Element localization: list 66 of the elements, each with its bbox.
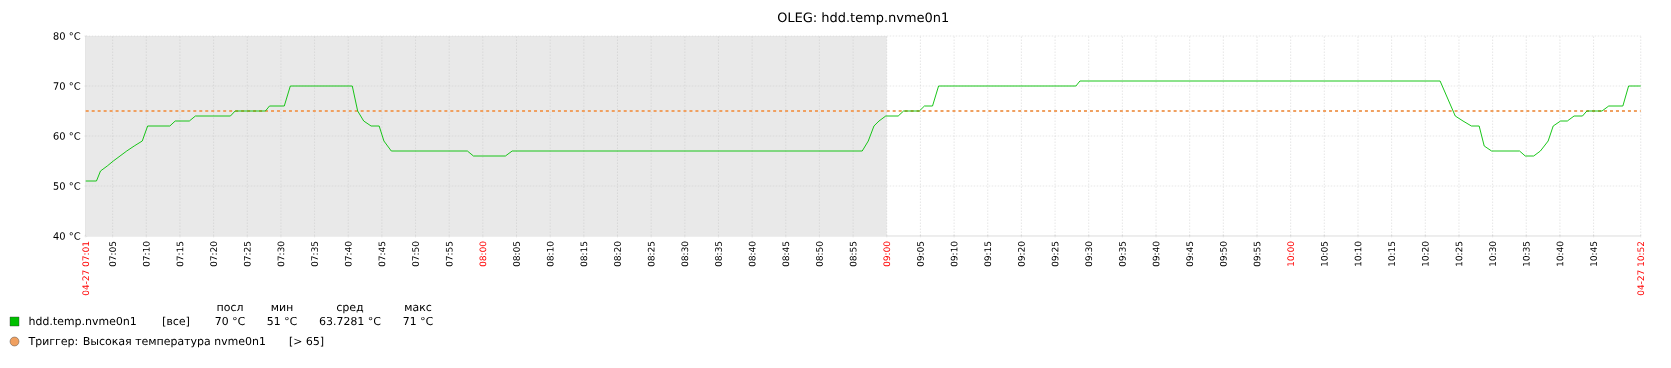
x-tick-label: 10:35 [1522, 241, 1530, 266]
text: сред [336, 304, 364, 314]
x-tick-label: 07:15 [176, 241, 184, 267]
x-tick-label: 08:30 [681, 241, 689, 267]
x-tick-label: 10:10 [1354, 241, 1362, 266]
x-tick-label: 08:00 [479, 241, 487, 267]
y-tick-label: 60 °C [53, 132, 81, 140]
x-tick-label: 07:45 [378, 241, 386, 267]
x-tick-label: 09:05 [917, 241, 924, 267]
y-tick-label: 40 °C [53, 232, 81, 240]
legend-label: Триггер: Высокая температура nvme0n1 [28, 336, 265, 348]
text: 70 °C [215, 316, 245, 326]
text: посл [217, 304, 243, 312]
x-tick-label: 07:05 [109, 241, 116, 267]
text: 71 °C [403, 316, 433, 326]
x-tick-label: 04-27 10:52 [1637, 241, 1645, 296]
text: [все] [163, 316, 189, 327]
x-tick-label: 09:55 [1253, 241, 1261, 267]
x-tick-label: 08:25 [647, 241, 655, 267]
x-tick-label: 09:30 [1085, 241, 1093, 267]
text: 63.7281 °C [319, 316, 381, 326]
y-tick-label: 80 °C [53, 32, 81, 40]
x-tick-label: 10:25 [1455, 241, 1463, 266]
legend-label: hdd.temp.nvme0n1 [29, 316, 136, 328]
x-tick-label: 10:30 [1489, 241, 1496, 266]
x-tick-label: 10:00 [1287, 241, 1295, 266]
x-tick-label: 10:05 [1320, 241, 1328, 266]
line-series [85, 80, 1642, 182]
x-tick-label: 08:40 [748, 241, 756, 267]
x-tick-label: 09:15 [984, 241, 992, 267]
chart-title: OLEG: hdd.temp.nvme0n1 [777, 12, 949, 25]
x-tick-label: 07:55 [445, 241, 453, 267]
x-tick-label: 09:35 [1118, 241, 1126, 267]
text: мин [271, 305, 293, 311]
x-tick-label: 07:35 [311, 241, 318, 267]
x-tick-label: 10:45 [1590, 241, 1597, 266]
y-tick-label: 70 °C [53, 82, 81, 90]
x-tick-label: 04-27 07:01 [82, 241, 90, 296]
x-tick-label: 09:20 [1017, 241, 1025, 267]
y-tick-label: 50 °C [53, 182, 81, 190]
x-tick-label: 10:40 [1556, 241, 1564, 266]
x-tick-label: 07:30 [277, 241, 285, 267]
x-tick-label: 07:40 [344, 241, 352, 267]
x-tick-label: 08:10 [546, 241, 554, 267]
x-tick-label: 08:20 [614, 241, 621, 267]
x-tick-label: 07:25 [243, 241, 251, 267]
x-tick-label: 09:00 [883, 241, 891, 267]
x-tick-label: 10:20 [1421, 241, 1429, 266]
text: 51 °C [267, 316, 297, 326]
x-tick-label: 07:20 [210, 241, 217, 267]
x-tick-label: 08:05 [513, 241, 520, 267]
x-tick-label: 08:55 [849, 241, 857, 267]
x-tick-label: 08:35 [715, 241, 722, 267]
x-tick-label: 08:45 [782, 241, 790, 267]
x-tick-label: 09:25 [1051, 241, 1059, 267]
x-tick-label: 07:50 [412, 241, 419, 267]
x-tick-label: 09:40 [1152, 241, 1160, 267]
text: [> 65] [289, 336, 324, 347]
x-tick-label: 08:50 [816, 241, 823, 267]
x-tick-label: 09:45 [1186, 241, 1194, 267]
x-tick-label: 09:50 [1219, 241, 1227, 267]
x-tick-label: 08:15 [580, 241, 588, 267]
x-tick-label: 09:10 [950, 241, 958, 267]
x-tick-label: 07:10 [142, 241, 150, 267]
x-tick-label: 10:15 [1388, 241, 1396, 266]
text: макс [405, 304, 432, 312]
